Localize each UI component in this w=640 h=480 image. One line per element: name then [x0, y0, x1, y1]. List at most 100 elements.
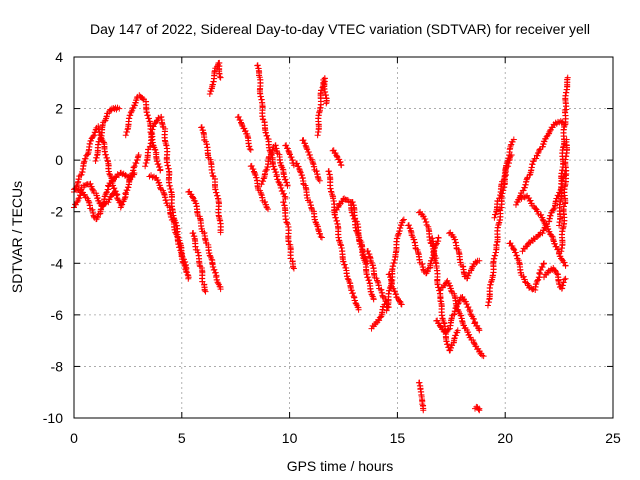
data-point: [201, 287, 208, 294]
data-point: [78, 171, 85, 178]
data-point: [493, 241, 500, 248]
data-point: [182, 263, 189, 270]
y-axis-label: SDTVAR / TECUs: [9, 181, 25, 293]
data-point: [561, 107, 568, 114]
data-point: [366, 277, 373, 284]
data-point: [164, 200, 171, 207]
data-point: [520, 187, 527, 194]
data-point: [156, 163, 163, 170]
data-point: [177, 247, 184, 254]
data-point: [353, 218, 360, 225]
data-point: [538, 211, 545, 218]
data-point: [524, 175, 531, 182]
data-point: [278, 185, 285, 192]
data-point: [102, 151, 109, 158]
data-point: [507, 153, 514, 160]
data-point: [149, 126, 156, 133]
data-point: [376, 317, 383, 324]
x-tick-label: 15: [390, 430, 406, 446]
data-point: [398, 301, 405, 308]
data-point: [274, 176, 281, 183]
data-point: [251, 170, 258, 177]
data-point: [349, 290, 356, 297]
data-point: [246, 145, 253, 152]
data-point: [103, 154, 110, 161]
data-point: [349, 199, 356, 206]
data-point: [151, 146, 158, 153]
data-point: [338, 162, 345, 169]
data-point: [143, 160, 150, 167]
data-point: [217, 229, 224, 236]
data-point: [286, 150, 293, 157]
data-point: [142, 163, 149, 170]
data-point: [400, 216, 407, 223]
data-point: [318, 234, 325, 241]
data-point: [541, 260, 548, 267]
data-point: [510, 136, 517, 143]
data-point: [262, 129, 269, 136]
data-point: [332, 214, 339, 221]
data-point: [246, 143, 253, 150]
data-point: [348, 287, 355, 294]
data-points: [71, 59, 571, 414]
data-point: [89, 186, 96, 193]
data-point: [238, 121, 245, 128]
data-point: [435, 234, 442, 241]
data-point: [397, 225, 404, 232]
x-tick-label: 25: [605, 430, 621, 446]
data-point: [543, 221, 550, 228]
data-point: [265, 206, 272, 213]
data-point: [448, 315, 455, 322]
data-point: [124, 129, 131, 136]
data-point: [386, 271, 393, 278]
data-point: [262, 198, 269, 205]
data-point: [290, 264, 297, 271]
data-point: [505, 163, 512, 170]
data-point: [248, 162, 255, 169]
data-point: [562, 275, 569, 282]
data-point: [300, 137, 307, 144]
data-point: [337, 241, 344, 248]
data-point: [476, 327, 483, 334]
data-point: [217, 74, 224, 81]
data-point: [263, 204, 270, 211]
data-point: [283, 219, 290, 226]
data-point: [155, 160, 162, 167]
data-point: [370, 296, 377, 303]
data-point: [556, 281, 563, 288]
data-point: [293, 160, 300, 167]
data-point: [247, 146, 254, 153]
data-point: [189, 194, 196, 201]
data-point: [283, 179, 290, 186]
data-point: [454, 327, 461, 334]
data-point: [488, 278, 495, 285]
data-point: [353, 300, 360, 307]
data-point: [76, 195, 83, 202]
data-point: [562, 262, 569, 269]
data-point: [364, 274, 371, 281]
data-point: [480, 353, 487, 360]
data-point: [297, 168, 304, 175]
data-point: [150, 123, 157, 130]
data-point: [183, 268, 190, 275]
data-point: [471, 340, 478, 347]
data-point: [280, 199, 287, 206]
data-point: [276, 179, 283, 186]
data-point: [555, 192, 562, 199]
data-point: [484, 302, 491, 309]
data-point: [117, 169, 124, 176]
data-point: [90, 133, 97, 140]
data-point: [215, 280, 222, 287]
data-point: [558, 256, 565, 263]
data-point: [304, 194, 311, 201]
data-point: [130, 164, 137, 171]
data-point: [131, 170, 138, 177]
data-point: [555, 246, 562, 253]
data-point: [122, 190, 129, 197]
data-point: [216, 73, 223, 80]
data-point: [106, 171, 113, 178]
data-point: [284, 182, 291, 189]
data-point: [168, 214, 175, 221]
data-point: [508, 141, 515, 148]
data-point: [290, 265, 297, 272]
